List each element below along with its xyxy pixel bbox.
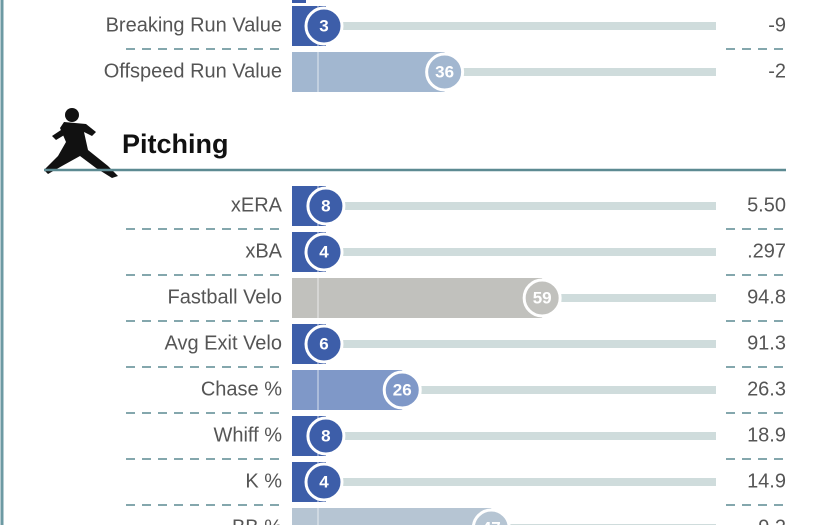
percentile-badge bbox=[306, 416, 346, 456]
percentile-text: 59 bbox=[533, 288, 552, 307]
percentile-text: 26 bbox=[393, 380, 412, 399]
percentile-bar bbox=[292, 508, 492, 530]
percentile-bar bbox=[292, 52, 445, 92]
percentile-track bbox=[324, 340, 716, 348]
metric-value: -9 bbox=[768, 14, 786, 36]
percentile-text: 6 bbox=[319, 334, 328, 353]
percentile-track bbox=[325, 202, 716, 210]
clipped-bar bbox=[292, 0, 306, 3]
percentile-track bbox=[444, 68, 716, 76]
percentile-badge bbox=[522, 278, 562, 318]
metric-label: xERA bbox=[231, 194, 283, 216]
metric-label: Breaking Run Value bbox=[106, 14, 282, 36]
metric-label: Offspeed Run Value bbox=[104, 60, 282, 82]
percentile-badge bbox=[304, 232, 344, 272]
metric-label: K % bbox=[245, 470, 282, 492]
metric-label: Chase % bbox=[201, 378, 282, 400]
percentile-badge bbox=[304, 6, 344, 46]
percentile-badge bbox=[304, 324, 344, 364]
metric-label: Avg Exit Velo bbox=[165, 332, 282, 354]
percentile-track bbox=[402, 386, 716, 394]
percentile-track bbox=[324, 248, 716, 256]
percentile-track bbox=[324, 478, 716, 486]
percentile-text: 8 bbox=[321, 426, 330, 445]
metric-value: 94.8 bbox=[747, 286, 786, 308]
percentile-text: 4 bbox=[319, 472, 329, 491]
metric-value: 18.9 bbox=[747, 424, 786, 446]
percentile-track bbox=[542, 294, 716, 302]
percentile-badge bbox=[304, 462, 344, 502]
percentile-text: 47 bbox=[482, 518, 501, 525]
metric-label: xBA bbox=[245, 240, 282, 262]
percentile-track bbox=[324, 22, 716, 30]
metric-value: 26.3 bbox=[747, 378, 786, 400]
percentile-text: 36 bbox=[435, 62, 454, 81]
percentile-text: 8 bbox=[321, 196, 330, 215]
metric-label: BB % bbox=[232, 516, 282, 525]
metric-label: Fastball Velo bbox=[167, 286, 282, 308]
metric-value: 91.3 bbox=[747, 332, 786, 354]
metric-value: 9.2 bbox=[758, 516, 786, 525]
pitcher-icon bbox=[44, 108, 118, 178]
metric-label: Whiff % bbox=[213, 424, 282, 446]
section-title: Pitching bbox=[122, 129, 229, 159]
percentile-badge bbox=[306, 186, 346, 226]
percentile-track bbox=[325, 432, 716, 440]
metric-value: 5.50 bbox=[747, 194, 786, 216]
percentile-badge bbox=[382, 370, 422, 410]
percentile-text: 3 bbox=[319, 16, 328, 35]
metric-value: .297 bbox=[747, 240, 786, 262]
metric-value: -2 bbox=[768, 60, 786, 82]
percentile-bar bbox=[292, 278, 543, 318]
metric-value: 14.9 bbox=[747, 470, 786, 492]
percentile-text: 4 bbox=[319, 242, 329, 261]
percentile-badge bbox=[425, 52, 465, 92]
